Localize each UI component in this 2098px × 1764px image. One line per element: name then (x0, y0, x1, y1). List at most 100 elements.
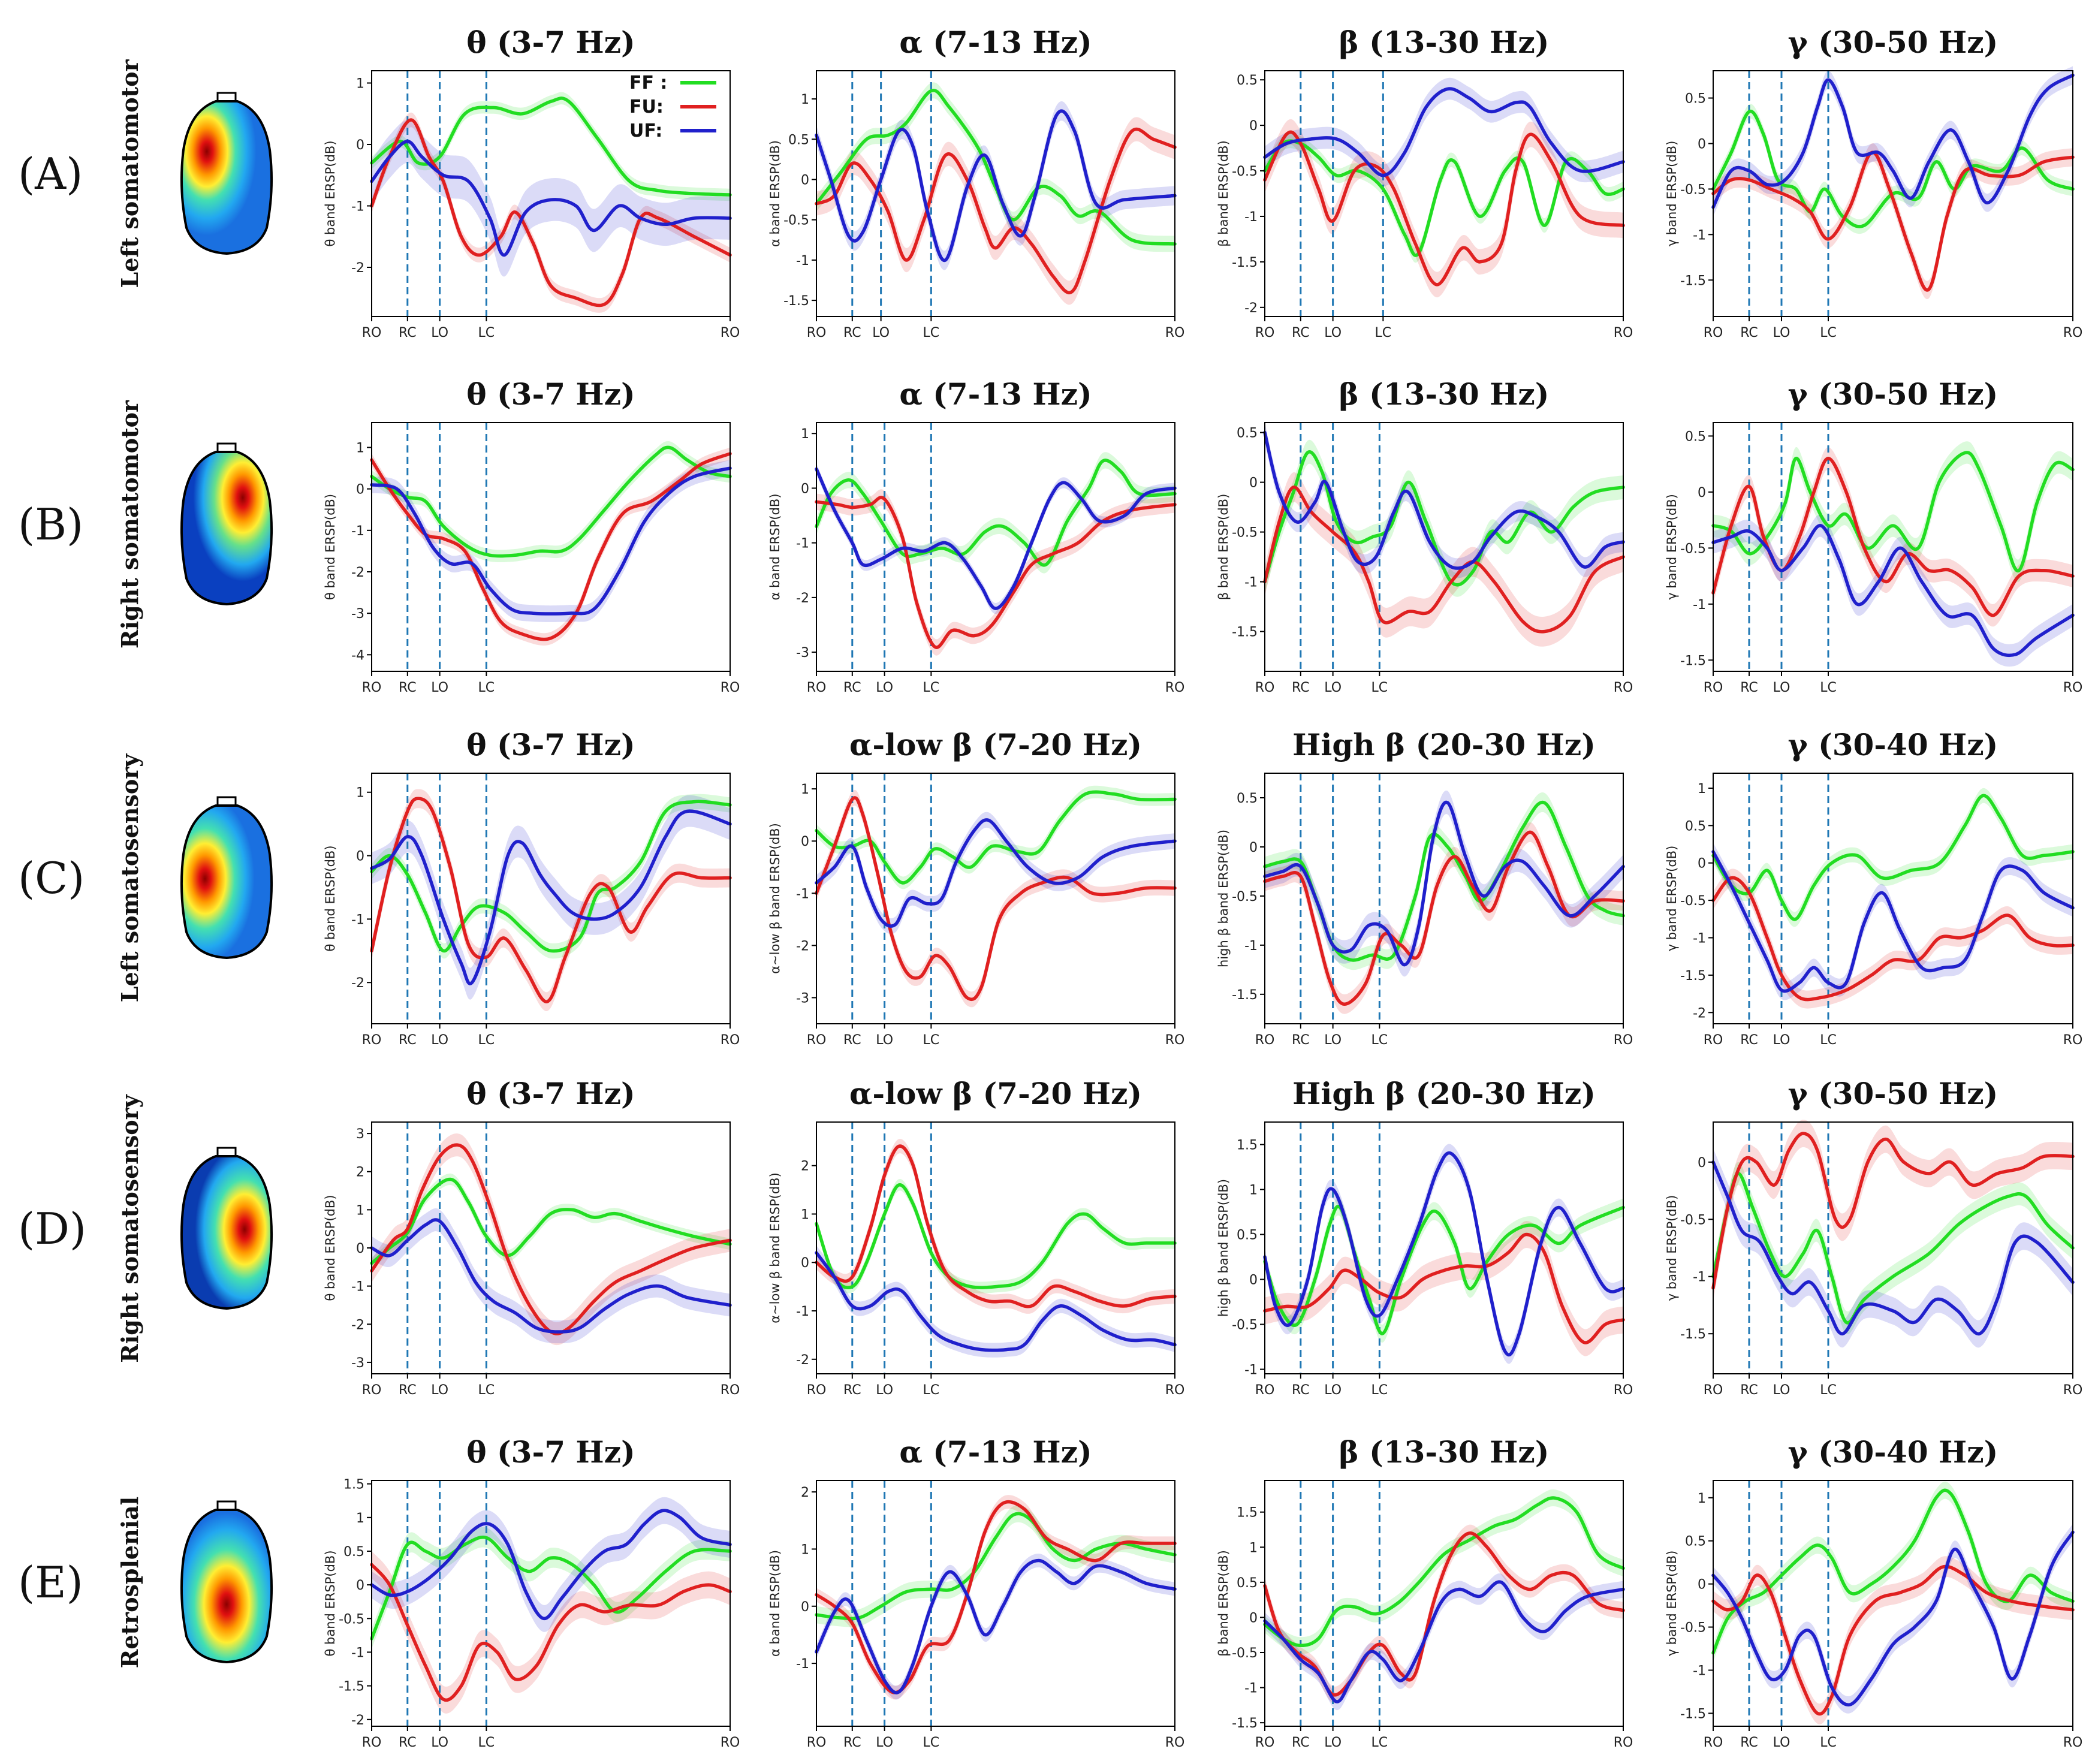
x-tick-label: RC (843, 1033, 861, 1048)
series-line-uf (815, 818, 1177, 928)
y-tick-label: -2 (796, 939, 809, 954)
ci-band-fu (816, 1495, 1175, 1700)
subplot: γ (30-40 Hz) γ band ERSP(dB) 1 0.5 0 -0.5 -1 -1… (1665, 1434, 2082, 1750)
subplot: β (13-30 Hz) β band ERSP(dB) 1.5 1 0.5 0 -0.5 -… (1216, 1434, 1633, 1750)
y-tick-label: -1 (351, 200, 364, 215)
scalp-head (180, 451, 273, 606)
y-tick-label: 0.5 (1685, 429, 1706, 444)
y-tick-label: 0 (1249, 119, 1258, 134)
series-line-ff (815, 89, 1177, 246)
y-tick-label: 0.5 (1237, 1228, 1258, 1243)
x-tick-label: LC (478, 1033, 495, 1048)
y-tick-label: 0.5 (1237, 73, 1258, 88)
x-tick-label: RO (1614, 325, 1633, 340)
series-line-ff (815, 1512, 1177, 1621)
series-line-ff (370, 800, 732, 953)
ci-band-fu (816, 789, 1175, 1008)
series-line-fu (1711, 1132, 2075, 1290)
y-tick-label: 0.5 (1685, 819, 1706, 834)
ci-band-ff (1713, 1162, 2073, 1335)
y-tick-label: -0.5 (1232, 526, 1258, 541)
y-tick-label: 0 (356, 849, 364, 864)
x-tick-label: LO (1324, 325, 1342, 340)
ci-band-uf (816, 1554, 1175, 1700)
y-tick-label: -2 (351, 1317, 364, 1332)
axes-frame (1264, 1121, 1624, 1374)
y-tick-label: -2 (1244, 301, 1258, 316)
x-tick-label: RC (1740, 1033, 1758, 1048)
y-tick-label: -1 (1244, 1363, 1258, 1378)
x-tick-label: LO (872, 325, 890, 340)
subplot: α (7-13 Hz) α band ERSP(dB) 2 1 0 -1 RO RC LO LC R… (768, 1434, 1184, 1750)
x-tick-label: LC (923, 1735, 940, 1750)
y-tick-label: 1 (1698, 782, 1706, 797)
y-tick-label: -1 (351, 524, 364, 539)
ci-band-ff (1265, 1489, 1623, 1654)
subplot: θ (3-7 Hz) θ band ERSP(dB) 3 2 1 0 -1 -2 -3 RO RC L… (323, 1076, 740, 1398)
x-tick-label: RC (843, 325, 861, 340)
y-tick-label: 1 (356, 441, 364, 456)
x-tick-label: RO (721, 1383, 740, 1398)
series-line-uf (370, 809, 732, 985)
y-tick-label: 0 (801, 173, 809, 188)
ci-band-fu (372, 112, 730, 313)
y-tick-label: 0 (1249, 1611, 1258, 1626)
y-tick-label: 0.5 (1685, 92, 1706, 107)
x-tick-label: RO (1165, 325, 1185, 340)
x-tick-label: LO (431, 1033, 448, 1048)
x-tick-label: RO (2063, 325, 2083, 340)
y-tick-label: 1 (801, 1207, 809, 1222)
series-line-uf (815, 109, 1177, 262)
y-tick-label: -1 (1693, 598, 1706, 613)
series-line-uf (1711, 524, 2075, 658)
scalp-map (180, 92, 273, 255)
x-tick-label: LC (1820, 680, 1837, 695)
x-tick-label: RC (1292, 680, 1310, 695)
y-tick-label: -1.5 (1680, 1327, 1706, 1342)
y-tick-label: -3 (351, 1356, 364, 1371)
x-tick-label: RO (1614, 1033, 1633, 1048)
x-tick-label: RO (1614, 1383, 1633, 1398)
y-axis-label: θ band ERSP(dB) (323, 494, 337, 600)
y-tick-label: 0 (1698, 857, 1706, 872)
x-tick-label: RC (1740, 325, 1758, 340)
x-tick-label: RC (1292, 1383, 1310, 1398)
x-tick-label: RO (362, 1735, 382, 1750)
axes-frame (816, 70, 1175, 317)
y-tick-label: -1.5 (1232, 625, 1258, 640)
x-tick-label: RO (807, 1383, 827, 1398)
x-tick-label: RO (1165, 680, 1185, 695)
y-tick-label: -1.5 (1232, 988, 1258, 1003)
y-tick-label: 1 (801, 92, 809, 107)
x-tick-label: LC (923, 325, 940, 340)
subplot-title: γ (30-50 Hz) (1788, 1076, 1998, 1111)
series-line-ff (1263, 139, 1625, 257)
x-tick-label: LC (478, 1383, 495, 1398)
y-tick-label: -0.5 (1680, 894, 1706, 909)
x-tick-label: RO (1255, 1033, 1275, 1048)
series-line-fu (1711, 1564, 2075, 1716)
axes-frame (1713, 1480, 2073, 1727)
subplot: High β (20-30 Hz) high β band ERSP(dB) 1.5… (1216, 1076, 1633, 1398)
subplot-title: High β (20-30 Hz) (1292, 1076, 1596, 1111)
axes-frame (1264, 1480, 1624, 1727)
subplot: α-low β (7-20 Hz) α~low β band ERSP(dB) 1 0… (768, 727, 1184, 1048)
y-tick-label: 0.5 (788, 132, 809, 147)
y-tick-label: 0 (1698, 137, 1706, 152)
ci-band-uf (816, 1246, 1175, 1358)
subplot-title: α (7-13 Hz) (899, 25, 1092, 60)
ci-band-fu (1265, 472, 1623, 647)
y-axis-label: β band ERSP(dB) (1216, 494, 1231, 601)
ci-band-uf (372, 1208, 730, 1344)
x-tick-label: RO (1255, 1735, 1275, 1750)
y-tick-label: -1.5 (783, 294, 809, 309)
subplot-title: γ (30-40 Hz) (1788, 727, 1998, 762)
row-letter: (D) (18, 1204, 86, 1254)
scalp-head (180, 1509, 273, 1664)
y-tick-label: 2 (801, 1485, 809, 1500)
y-tick-label: -3 (351, 607, 364, 622)
x-tick-label: RO (1704, 1735, 1723, 1750)
y-tick-label: -0.5 (1680, 1621, 1706, 1636)
region-label: Left somatomotor (116, 59, 143, 288)
series-line-uf (1263, 430, 1625, 570)
